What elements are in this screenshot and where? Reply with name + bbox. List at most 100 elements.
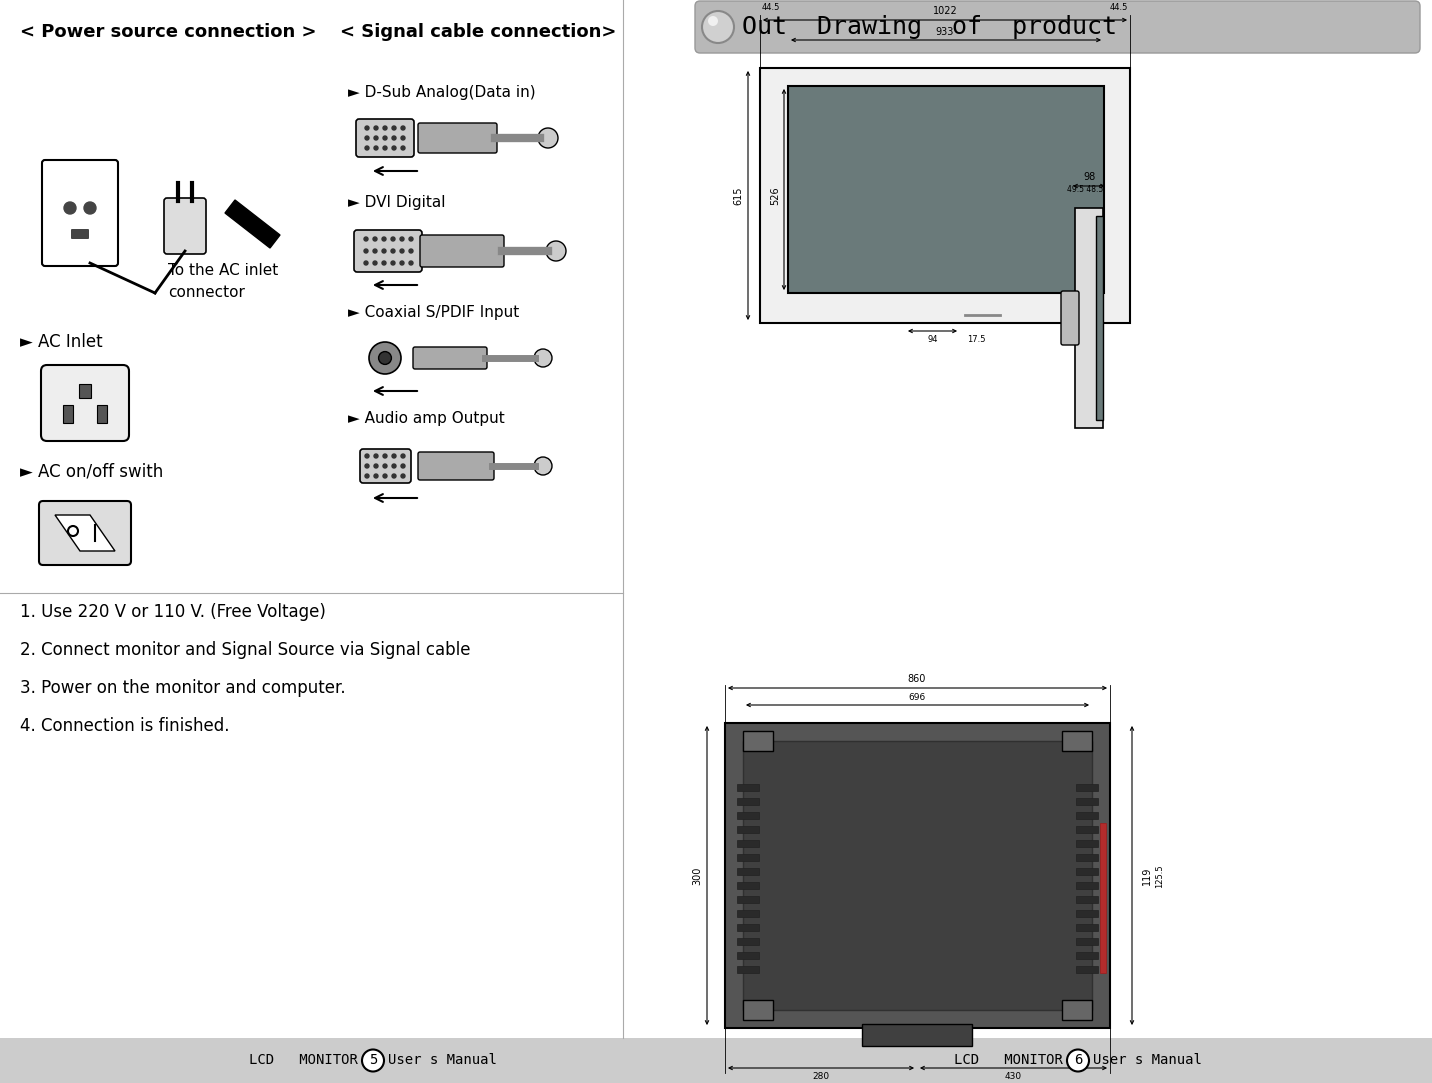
Circle shape bbox=[392, 136, 397, 140]
Text: ► AC on/off swith: ► AC on/off swith bbox=[20, 464, 163, 481]
Text: 44.5: 44.5 bbox=[762, 3, 780, 12]
Text: ► Coaxial S/PDIF Input: ► Coaxial S/PDIF Input bbox=[348, 305, 520, 321]
FancyBboxPatch shape bbox=[42, 160, 117, 266]
Bar bbox=[1075, 966, 1098, 973]
Bar bbox=[737, 784, 759, 791]
Circle shape bbox=[382, 146, 387, 151]
Text: 125.5: 125.5 bbox=[1156, 864, 1164, 888]
Bar bbox=[737, 854, 759, 861]
Bar bbox=[1075, 798, 1098, 805]
FancyBboxPatch shape bbox=[420, 235, 504, 268]
Circle shape bbox=[534, 457, 551, 475]
Text: 3. Power on the monitor and computer.: 3. Power on the monitor and computer. bbox=[20, 679, 345, 697]
Bar bbox=[737, 910, 759, 917]
Bar bbox=[743, 741, 1093, 1010]
Circle shape bbox=[374, 126, 378, 130]
Circle shape bbox=[538, 128, 558, 148]
Bar bbox=[79, 384, 92, 397]
Circle shape bbox=[364, 261, 368, 265]
Bar bbox=[1075, 910, 1098, 917]
Circle shape bbox=[1067, 1049, 1088, 1071]
Bar bbox=[0, 1038, 1432, 1083]
Circle shape bbox=[365, 146, 369, 151]
FancyBboxPatch shape bbox=[357, 119, 414, 157]
Circle shape bbox=[702, 11, 735, 43]
Bar bbox=[1075, 812, 1098, 819]
Bar bbox=[788, 86, 1104, 293]
Circle shape bbox=[410, 249, 412, 253]
Bar bbox=[862, 1025, 972, 1046]
Bar bbox=[737, 798, 759, 805]
Circle shape bbox=[374, 146, 378, 151]
FancyBboxPatch shape bbox=[354, 230, 422, 272]
Circle shape bbox=[382, 237, 387, 242]
Bar bbox=[737, 840, 759, 847]
Circle shape bbox=[391, 249, 395, 253]
Bar bbox=[737, 966, 759, 973]
FancyBboxPatch shape bbox=[165, 198, 206, 255]
Circle shape bbox=[84, 203, 96, 214]
Circle shape bbox=[369, 342, 401, 374]
Circle shape bbox=[401, 146, 405, 151]
Circle shape bbox=[391, 237, 395, 242]
Text: ► AC Inlet: ► AC Inlet bbox=[20, 332, 103, 351]
Text: < Power source connection >: < Power source connection > bbox=[20, 23, 316, 41]
Text: LCD   MONITOR: LCD MONITOR bbox=[954, 1054, 1063, 1068]
Text: 119: 119 bbox=[1141, 866, 1151, 885]
Bar bbox=[1075, 784, 1098, 791]
Bar bbox=[1075, 826, 1098, 833]
FancyBboxPatch shape bbox=[359, 449, 411, 483]
Text: 6: 6 bbox=[1074, 1054, 1083, 1068]
Circle shape bbox=[382, 249, 387, 253]
Bar bbox=[1063, 1000, 1093, 1020]
Text: 2. Connect monitor and Signal Source via Signal cable: 2. Connect monitor and Signal Source via… bbox=[20, 641, 471, 658]
Text: ► DVI Digital: ► DVI Digital bbox=[348, 196, 445, 210]
Text: LCD   MONITOR: LCD MONITOR bbox=[249, 1054, 358, 1068]
Circle shape bbox=[401, 126, 405, 130]
Circle shape bbox=[392, 126, 397, 130]
Bar bbox=[1100, 823, 1106, 973]
Text: 98: 98 bbox=[1083, 172, 1095, 182]
Bar bbox=[1075, 208, 1103, 428]
Circle shape bbox=[64, 203, 76, 214]
Circle shape bbox=[364, 249, 368, 253]
Circle shape bbox=[382, 454, 387, 458]
Bar bbox=[1075, 867, 1098, 875]
Bar bbox=[1075, 854, 1098, 861]
Text: 526: 526 bbox=[770, 186, 780, 206]
Bar bbox=[737, 938, 759, 945]
Circle shape bbox=[401, 464, 405, 468]
Circle shape bbox=[382, 126, 387, 130]
Circle shape bbox=[410, 261, 412, 265]
Circle shape bbox=[400, 237, 404, 242]
Bar bbox=[97, 405, 107, 423]
Circle shape bbox=[410, 237, 412, 242]
Circle shape bbox=[400, 249, 404, 253]
Text: ► Audio amp Output: ► Audio amp Output bbox=[348, 410, 504, 426]
Bar bbox=[737, 812, 759, 819]
Bar bbox=[63, 405, 73, 423]
Text: 300: 300 bbox=[692, 866, 702, 885]
Text: < Signal cable connection>: < Signal cable connection> bbox=[339, 23, 616, 41]
Bar bbox=[737, 826, 759, 833]
Bar bbox=[737, 952, 759, 960]
Text: 280: 280 bbox=[812, 1072, 829, 1081]
Circle shape bbox=[374, 454, 378, 458]
Circle shape bbox=[534, 349, 551, 367]
Bar bbox=[760, 68, 1130, 323]
Text: To the AC inlet
connector: To the AC inlet connector bbox=[168, 263, 278, 300]
Circle shape bbox=[374, 474, 378, 478]
Bar bbox=[1063, 731, 1093, 751]
Circle shape bbox=[382, 464, 387, 468]
Circle shape bbox=[391, 261, 395, 265]
FancyBboxPatch shape bbox=[412, 347, 487, 369]
Text: 430: 430 bbox=[1004, 1072, 1021, 1081]
Bar bbox=[1075, 924, 1098, 931]
Text: 860: 860 bbox=[908, 674, 927, 684]
Bar bbox=[1075, 938, 1098, 945]
Bar bbox=[1095, 216, 1103, 420]
Circle shape bbox=[365, 136, 369, 140]
Circle shape bbox=[365, 126, 369, 130]
Circle shape bbox=[392, 146, 397, 151]
Text: 933: 933 bbox=[937, 27, 954, 37]
